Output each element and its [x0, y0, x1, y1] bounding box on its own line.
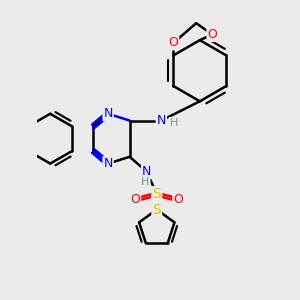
- Text: N: N: [142, 165, 151, 178]
- Text: H: H: [141, 177, 150, 188]
- Text: H: H: [169, 118, 178, 128]
- Text: N: N: [103, 157, 113, 170]
- Text: S: S: [152, 187, 161, 201]
- Text: O: O: [130, 193, 140, 206]
- Text: N: N: [157, 114, 166, 127]
- Text: O: O: [168, 37, 178, 50]
- Text: N: N: [103, 107, 113, 120]
- Text: O: O: [207, 28, 217, 41]
- Text: O: O: [173, 193, 183, 206]
- Text: S: S: [152, 202, 161, 217]
